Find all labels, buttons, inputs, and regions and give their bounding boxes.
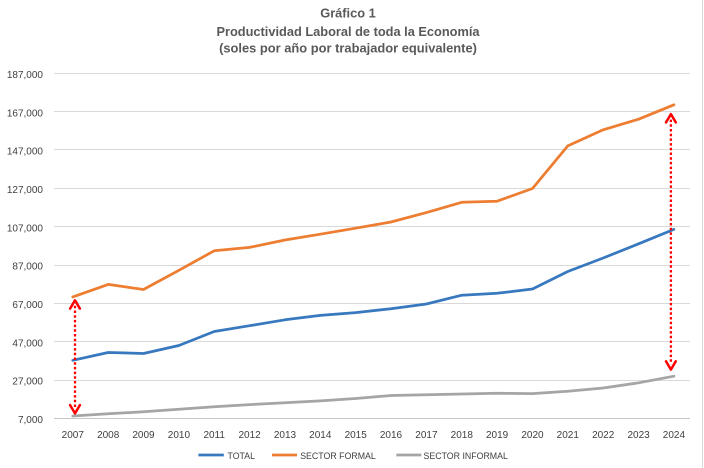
svg-text:2023: 2023 [627, 430, 650, 441]
svg-text:2022: 2022 [592, 430, 615, 441]
svg-text:2008: 2008 [97, 430, 120, 441]
svg-text:67,000: 67,000 [12, 300, 43, 311]
svg-text:2016: 2016 [380, 430, 403, 441]
svg-text:87,000: 87,000 [12, 262, 43, 273]
svg-text:167,000: 167,000 [7, 108, 44, 119]
svg-text:Productividad Laboral de toda: Productividad Laboral de toda la Economí… [216, 24, 480, 39]
svg-text:SECTOR FORMAL: SECTOR FORMAL [300, 451, 376, 461]
svg-text:SECTOR INFORMAL: SECTOR INFORMAL [424, 451, 509, 461]
svg-text:2019: 2019 [486, 430, 509, 441]
svg-text:2014: 2014 [309, 430, 332, 441]
svg-text:2013: 2013 [274, 430, 297, 441]
svg-text:(soles por año por trabajador: (soles por año por trabajador equivalent… [219, 41, 477, 56]
svg-text:2017: 2017 [415, 430, 438, 441]
svg-text:2018: 2018 [451, 430, 474, 441]
svg-text:7,000: 7,000 [18, 415, 43, 426]
svg-text:2012: 2012 [238, 430, 261, 441]
svg-text:27,000: 27,000 [12, 377, 43, 388]
svg-text:2009: 2009 [132, 430, 155, 441]
svg-text:47,000: 47,000 [12, 338, 43, 349]
svg-text:2021: 2021 [557, 430, 580, 441]
svg-text:2011: 2011 [203, 430, 225, 441]
svg-text:2024: 2024 [663, 430, 686, 441]
svg-text:Gráfico 1: Gráfico 1 [320, 5, 375, 20]
svg-text:2010: 2010 [168, 430, 191, 441]
svg-text:TOTAL: TOTAL [228, 451, 256, 461]
svg-text:147,000: 147,000 [7, 147, 44, 158]
svg-text:187,000: 187,000 [7, 70, 44, 81]
svg-text:107,000: 107,000 [7, 223, 44, 234]
svg-text:127,000: 127,000 [7, 185, 44, 196]
svg-text:2015: 2015 [345, 430, 368, 441]
svg-text:2007: 2007 [62, 430, 85, 441]
svg-text:2020: 2020 [521, 430, 544, 441]
